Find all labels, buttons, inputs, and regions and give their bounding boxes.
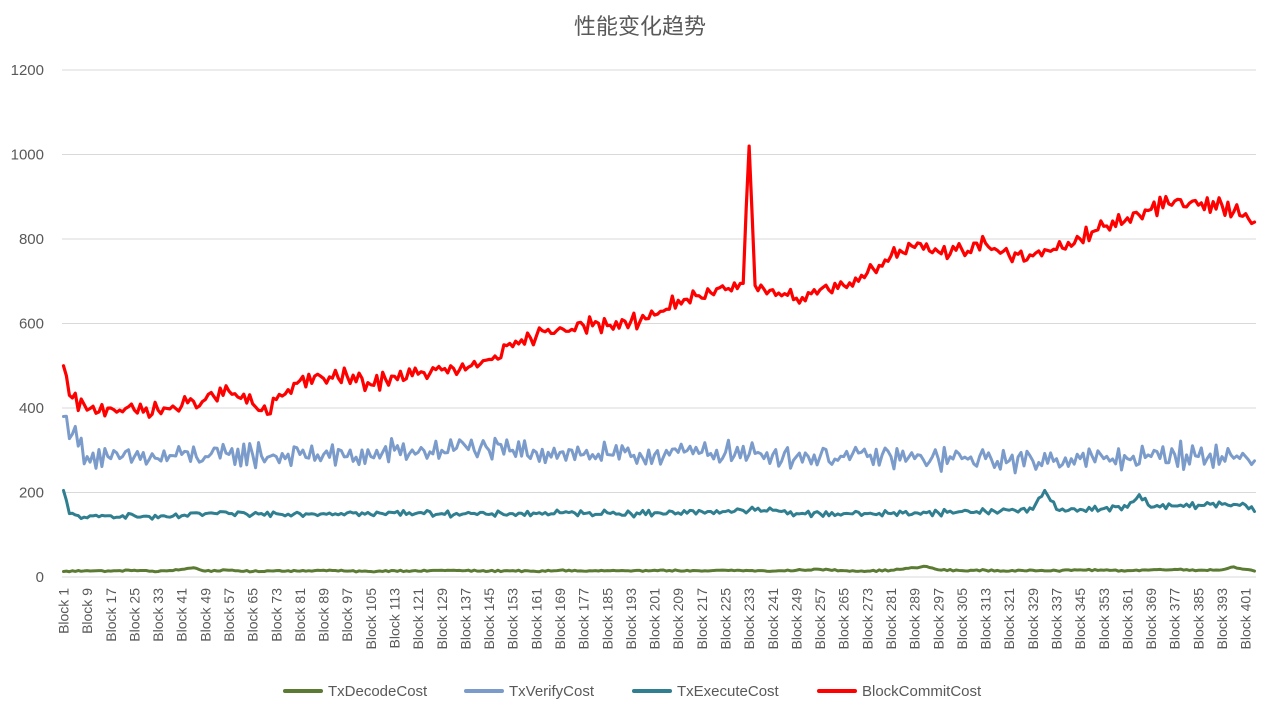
x-tick-label: Block 345 bbox=[1072, 588, 1088, 650]
x-tick-label: Block 49 bbox=[197, 588, 213, 642]
x-tick-label: Block 313 bbox=[978, 588, 994, 650]
x-tick-label: Block 225 bbox=[717, 588, 733, 650]
x-tick-label: Block 385 bbox=[1190, 588, 1206, 650]
x-tick-label: Block 161 bbox=[528, 588, 544, 650]
y-axis-tick-labels: 0 200 400 600 800 1000 1200 bbox=[11, 62, 44, 586]
legend: TxDecodeCost TxVerifyCost TxExecuteCost … bbox=[283, 683, 982, 700]
x-tick-label: Block 1 bbox=[55, 588, 71, 634]
x-tick-label: Block 353 bbox=[1096, 588, 1112, 650]
x-tick-label: Block 9 bbox=[79, 588, 95, 634]
y-tick-label: 800 bbox=[19, 231, 44, 248]
x-tick-label: Block 305 bbox=[954, 588, 970, 650]
x-tick-label: Block 401 bbox=[1238, 588, 1254, 650]
x-tick-label: Block 393 bbox=[1214, 588, 1230, 650]
x-tick-label: Block 81 bbox=[292, 588, 308, 642]
x-tick-label: Block 265 bbox=[836, 588, 852, 650]
y-tick-label: 400 bbox=[19, 400, 44, 417]
x-tick-label: Block 89 bbox=[316, 588, 332, 642]
x-tick-label: Block 153 bbox=[505, 588, 521, 650]
y-tick-label: 200 bbox=[19, 485, 44, 502]
series-line-txdecodecost bbox=[61, 564, 1257, 574]
series-lines bbox=[61, 144, 1257, 574]
x-tick-label: Block 177 bbox=[576, 588, 592, 650]
x-tick-label: Block 369 bbox=[1143, 588, 1159, 650]
x-tick-label: Block 377 bbox=[1167, 588, 1183, 650]
x-tick-label: Block 17 bbox=[103, 588, 119, 642]
legend-item-blockcommitcost[interactable]: BlockCommitCost bbox=[817, 683, 982, 700]
x-tick-label: Block 25 bbox=[126, 588, 142, 642]
x-tick-label: Block 337 bbox=[1049, 588, 1065, 650]
y-tick-label: 0 bbox=[36, 569, 44, 586]
x-tick-label: Block 121 bbox=[410, 588, 426, 650]
x-tick-label: Block 289 bbox=[907, 588, 923, 650]
x-tick-label: Block 97 bbox=[339, 588, 355, 642]
legend-label-txverifycost: TxVerifyCost bbox=[509, 683, 595, 700]
x-tick-label: Block 273 bbox=[859, 588, 875, 650]
legend-label-txdecodecost: TxDecodeCost bbox=[328, 683, 428, 700]
x-tick-label: Block 201 bbox=[647, 588, 663, 650]
x-tick-label: Block 257 bbox=[812, 588, 828, 650]
x-tick-label: Block 281 bbox=[883, 588, 899, 650]
legend-item-txdecodecost[interactable]: TxDecodeCost bbox=[283, 683, 428, 700]
x-tick-label: Block 41 bbox=[174, 588, 190, 642]
y-tick-label: 1200 bbox=[11, 62, 44, 79]
x-tick-label: Block 241 bbox=[765, 588, 781, 650]
gridlines bbox=[62, 69, 1256, 578]
x-tick-label: Block 193 bbox=[623, 588, 639, 650]
x-tick-label: Block 185 bbox=[599, 588, 615, 650]
x-tick-label: Block 209 bbox=[670, 588, 686, 650]
legend-item-txexecutecost[interactable]: TxExecuteCost bbox=[632, 683, 780, 700]
x-tick-label: Block 105 bbox=[363, 588, 379, 650]
x-tick-label: Block 33 bbox=[150, 588, 166, 642]
x-tick-label: Block 137 bbox=[457, 588, 473, 650]
x-tick-label: Block 145 bbox=[481, 588, 497, 650]
y-tick-label: 600 bbox=[19, 316, 44, 333]
x-tick-label: Block 297 bbox=[930, 588, 946, 650]
y-tick-label: 1000 bbox=[11, 147, 44, 164]
legend-label-blockcommitcost: BlockCommitCost bbox=[862, 683, 982, 700]
x-tick-label: Block 169 bbox=[552, 588, 568, 650]
x-tick-label: Block 217 bbox=[694, 588, 710, 650]
series-line-txverifycost bbox=[61, 414, 1257, 475]
legend-item-txverifycost[interactable]: TxVerifyCost bbox=[464, 683, 595, 700]
x-tick-label: Block 129 bbox=[434, 588, 450, 650]
legend-label-txexecutecost: TxExecuteCost bbox=[677, 683, 780, 700]
x-tick-label: Block 57 bbox=[221, 588, 237, 642]
x-tick-label: Block 65 bbox=[245, 588, 261, 642]
x-tick-label: Block 233 bbox=[741, 588, 757, 650]
x-tick-label: Block 73 bbox=[268, 588, 284, 642]
series-line-blockcommitcost bbox=[61, 144, 1257, 419]
x-tick-label: Block 113 bbox=[386, 588, 402, 649]
chart-title: 性能变化趋势 bbox=[574, 15, 706, 40]
x-axis-tick-labels: Block 1 Block 9 Block 17 Block 25 Block 33 Bl… bbox=[55, 588, 1253, 650]
x-tick-label: Block 321 bbox=[1001, 588, 1017, 650]
series-line-txexecutecost bbox=[61, 488, 1257, 521]
x-tick-label: Block 361 bbox=[1119, 588, 1135, 650]
x-tick-label: Block 329 bbox=[1025, 588, 1041, 650]
x-tick-label: Block 249 bbox=[788, 588, 804, 650]
